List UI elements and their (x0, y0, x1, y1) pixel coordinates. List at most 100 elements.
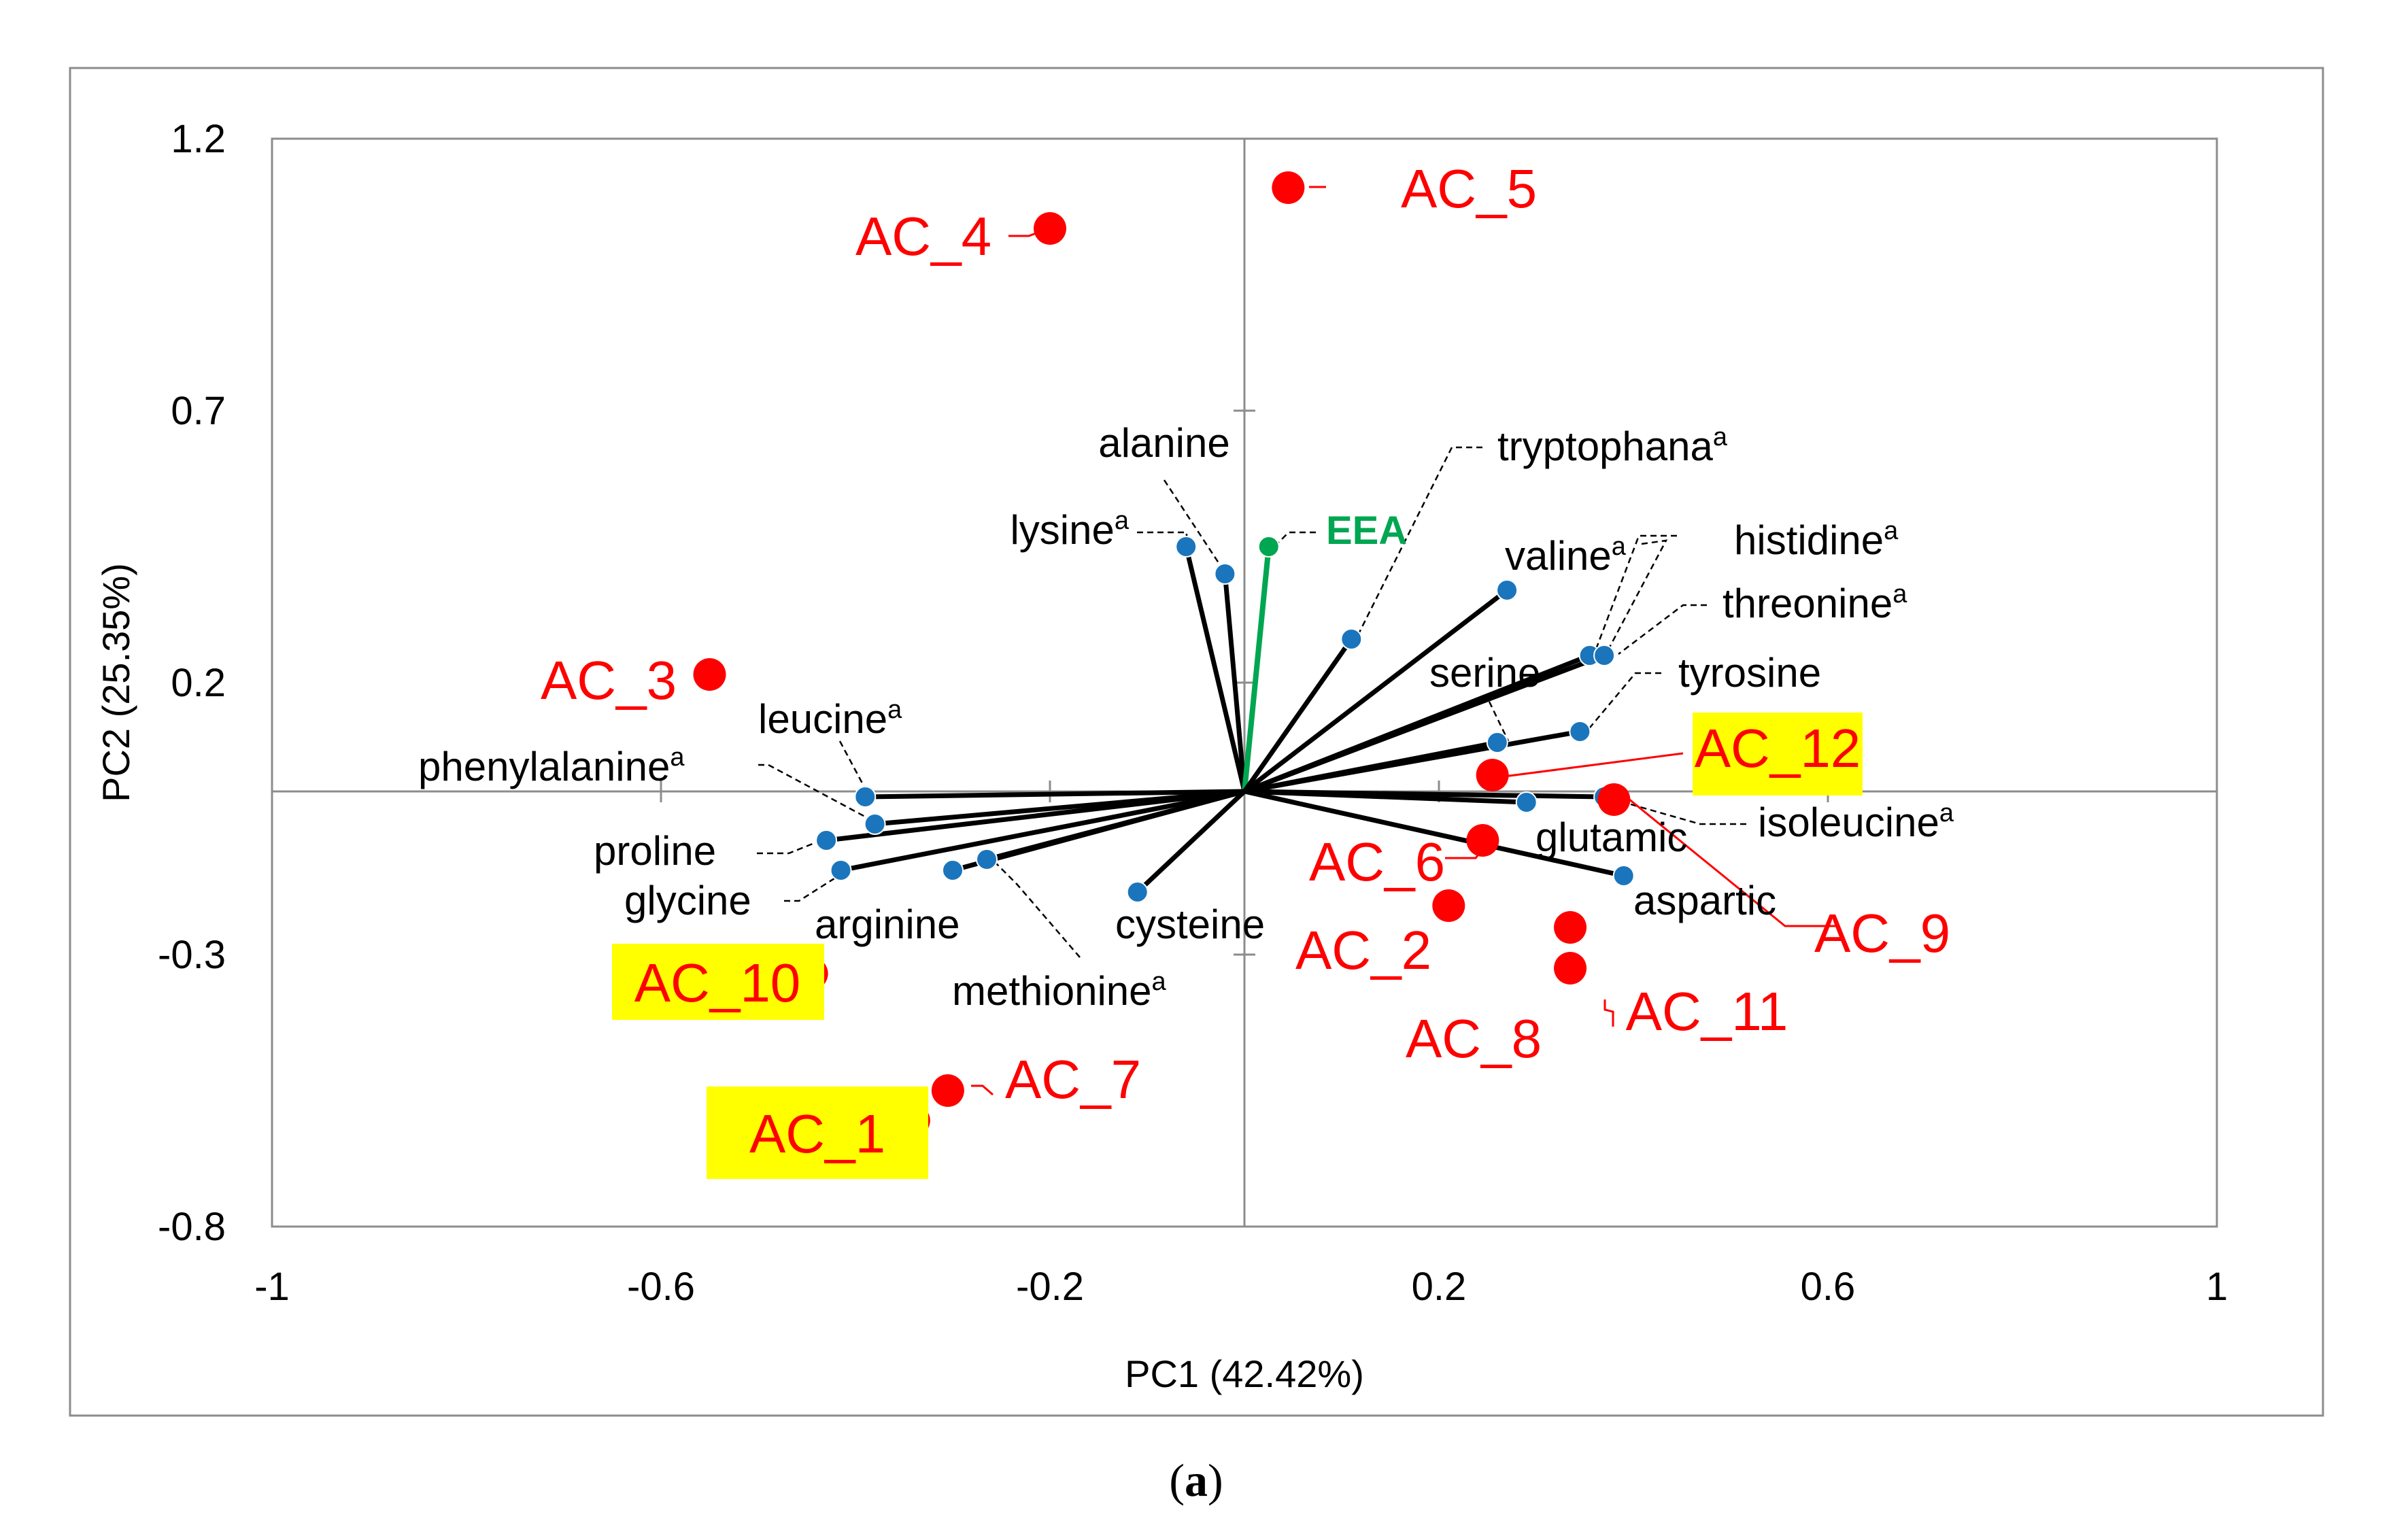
variable-point-valine (1496, 579, 1518, 601)
variable-label-cysteine: cysteine (1115, 902, 1265, 947)
vector-leucine (862, 789, 1247, 800)
sample-label-ac-2: AC_2 (1295, 920, 1431, 980)
sample-leader-ac-11 (1603, 999, 1614, 1027)
variable-name: isoleucine (1758, 800, 1939, 845)
leader-line-proline (757, 838, 824, 855)
leader-line-phenylalanine (758, 764, 875, 823)
variable-point-phenylalanine (864, 813, 886, 835)
sample-label-ac-10: AC_10 (634, 953, 801, 1013)
variable-label-threonine: threoninea (1722, 580, 1907, 626)
variable-label-phenylalanine: phenylalaninea (418, 743, 685, 789)
x-tick-label: 1 (2206, 1265, 2228, 1309)
sample-label-ac-1: AC_1 (749, 1103, 885, 1164)
vector-valine (1242, 587, 1510, 794)
variable-superscript: a (1939, 799, 1954, 827)
y-tick-label: 1.2 (171, 117, 226, 161)
sample-leader-ac-7 (971, 1084, 994, 1096)
sample-point-ac-2 (1432, 889, 1465, 922)
x-tick-label: 0.2 (1412, 1265, 1467, 1309)
leader-line-valine (1603, 539, 1668, 657)
leader-line-tyrosine (1582, 672, 1661, 736)
sample-label-ac-8: AC_8 (1406, 1008, 1542, 1069)
variable-label-tyrosine: tyrosine (1678, 650, 1821, 696)
sample-point-ac-4 (1034, 212, 1066, 245)
sample-label-ac-11: AC_11 (1626, 981, 1788, 1042)
variable-name: proline (594, 828, 716, 874)
vector-threonine (1242, 653, 1607, 794)
variable-name: leucine (758, 696, 887, 742)
caption-letter: a (1185, 1454, 1208, 1506)
variable-point-lysine (1175, 536, 1198, 558)
sample-point-ac-12 (1476, 759, 1509, 791)
variable-point-arginine (942, 859, 964, 881)
vector-glutamic (1242, 789, 1529, 805)
sample-label-ac-12: AC_12 (1695, 718, 1861, 778)
vector-lysine (1183, 544, 1247, 794)
variable-name: glutamic (1535, 815, 1687, 860)
variable-point-alanine (1214, 563, 1236, 585)
variable-name: tyrosine (1678, 650, 1821, 696)
variable-name: cysteine (1115, 902, 1265, 947)
variable-name: valine (1505, 533, 1612, 579)
sample-label-ac-3: AC_3 (541, 650, 677, 711)
y-tick-label: 0.7 (171, 389, 226, 433)
vector-proline (824, 789, 1247, 843)
leader-line-alanine (1163, 479, 1225, 572)
variable-point-leucine (854, 786, 877, 808)
variable-label-arginine: arginine (815, 902, 960, 947)
variable-point-glycine (830, 859, 852, 881)
vector-tyrosine (1242, 729, 1582, 794)
variable-name: glycine (624, 878, 751, 923)
variable-label-isoleucine: isoleucinea (1758, 799, 1954, 845)
variable-superscript: a (1612, 532, 1627, 561)
variable-name: phenylalanine (418, 744, 670, 789)
variable-label-glycine: glycine (624, 878, 751, 923)
variable-point-aspartic (1612, 865, 1635, 887)
variable-label-proline: proline (594, 828, 716, 874)
variable-label-alanine: alanine (1098, 420, 1230, 466)
variable-point-cysteine (1126, 881, 1149, 903)
x-tick-label: -1 (254, 1265, 290, 1309)
x-axis-title: PC1 (42.42%) (1125, 1352, 1364, 1395)
variable-name: aspartic (1633, 878, 1776, 923)
variable-label-serine: serine (1429, 650, 1540, 696)
variable-point-serine (1486, 732, 1508, 753)
sample-point-ac-8 (1554, 911, 1587, 944)
leader-line-histidine (1593, 534, 1677, 653)
sample-label-ac-5: AC_5 (1401, 158, 1537, 219)
variable-name: tryptophana (1497, 424, 1714, 469)
variable-point-tryptophana (1340, 628, 1363, 650)
sample-label-ac-7: AC_7 (1005, 1049, 1141, 1110)
sample-point-ac-7 (931, 1074, 964, 1107)
variable-label-valine: valinea (1505, 532, 1627, 579)
variable-superscript: a (1152, 968, 1167, 996)
leader-line-isoleucine (1611, 798, 1746, 825)
variable-label-leucine: leucinea (758, 696, 902, 742)
y-tick-label: -0.3 (158, 933, 226, 977)
vector-cysteine (1135, 789, 1247, 895)
variable-label-lysine: lysinea (1010, 507, 1129, 553)
sample-leader-ac-9 (1628, 798, 1836, 927)
sample-point-ac-11 (1554, 952, 1587, 985)
vector-alanine (1222, 571, 1247, 794)
variable-label-glutamic: glutamic (1535, 815, 1687, 860)
y-axis-title: PC2 (25.35%) (95, 563, 137, 802)
vector-aspartic (1242, 789, 1627, 878)
highlight-box-ac-10 (612, 944, 824, 1020)
sample-label-ac-9: AC_9 (1814, 903, 1950, 963)
sample-point-ac-9 (1597, 783, 1631, 816)
variable-superscript: a (887, 696, 902, 724)
variable-name: EEA (1326, 509, 1407, 553)
variable-point-proline (815, 829, 838, 851)
variable-superscript: a (670, 743, 685, 772)
data-points (693, 171, 1635, 1137)
sample-leader-ac-12 (1504, 752, 1684, 778)
y-tick-label: 0.2 (171, 661, 226, 705)
sample-point-ac-6 (1466, 824, 1499, 857)
variable-label-methionine: methioninea (952, 968, 1167, 1014)
x-tick-label: 0.6 (1801, 1265, 1856, 1309)
variable-superscript: a (1893, 580, 1907, 609)
variable-label-histidine: histidinea (1734, 517, 1899, 563)
